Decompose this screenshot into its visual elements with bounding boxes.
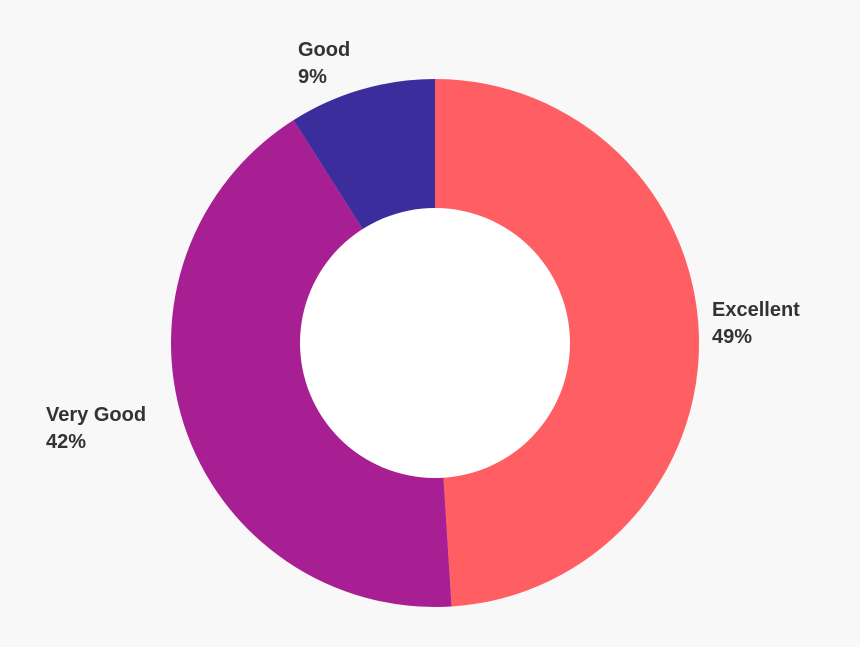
slice-label-name: Excellent [712, 299, 800, 321]
slice-label-name: Very Good [46, 404, 146, 426]
slice-label-value: 49% [712, 326, 752, 348]
slice-labels: Excellent 49% Very Good 42% Good 9% [46, 39, 800, 453]
donut-hole [300, 208, 570, 478]
slice-label-value: 9% [298, 66, 327, 88]
slice-label-name: Good [298, 39, 350, 61]
slice-label-value: 42% [46, 431, 86, 453]
